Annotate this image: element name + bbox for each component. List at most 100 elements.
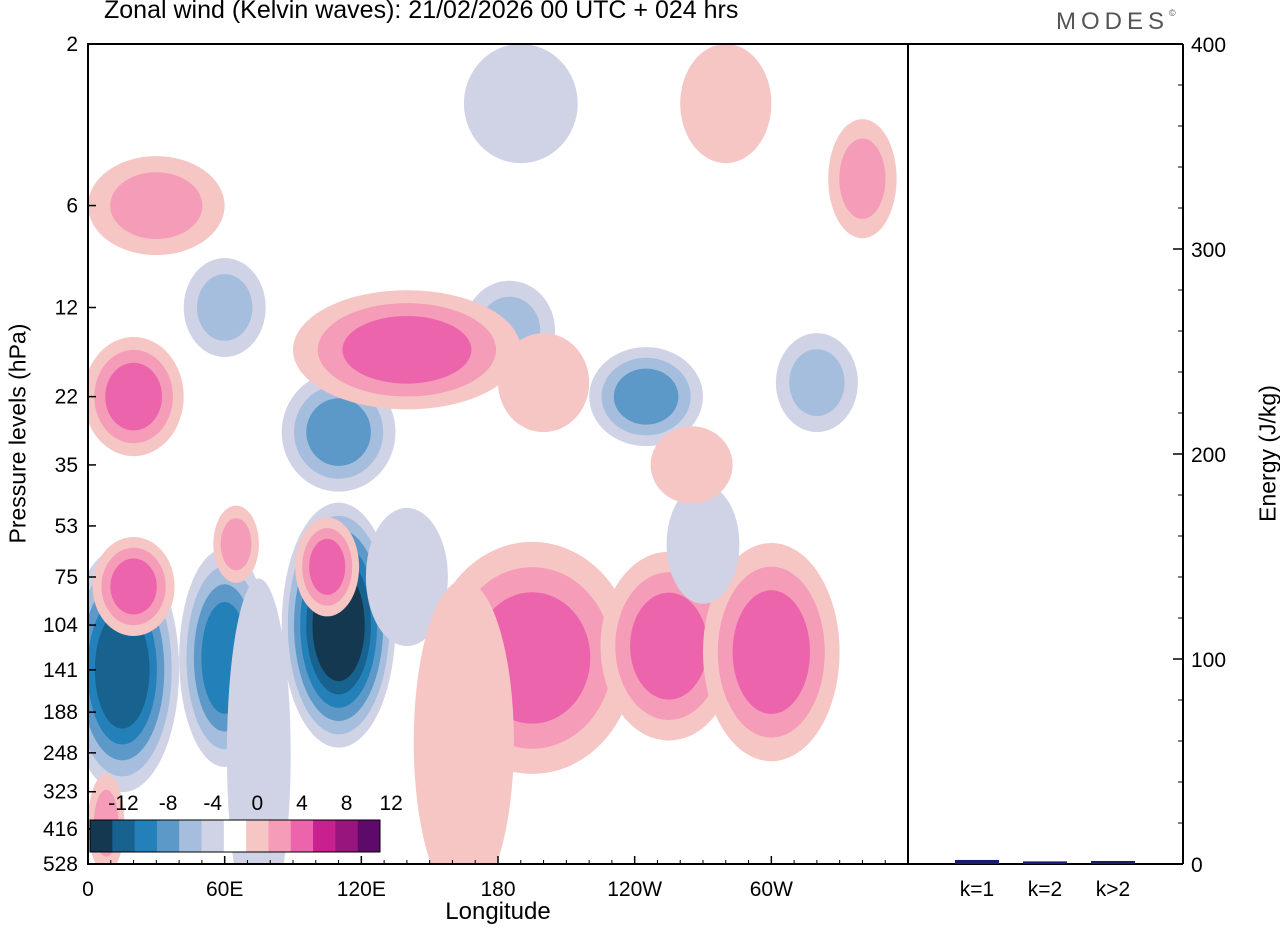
colorbar-frame — [89, 819, 381, 853]
colorbar-swatch — [223, 820, 247, 852]
field-contour — [342, 316, 472, 384]
energy-bar — [1023, 861, 1067, 864]
x-tick-label: 180 — [480, 878, 515, 901]
colorbar-label: 8 — [341, 792, 353, 815]
field-blob — [775, 333, 858, 433]
y-tick-label: 35 — [55, 454, 78, 477]
field-contour — [94, 611, 150, 729]
colorbar: -12 -8 -4 0 4 8 12 — [89, 792, 403, 853]
colorbar-swatch — [112, 820, 136, 852]
field-blob — [680, 44, 772, 164]
colorbar-swatch — [90, 820, 113, 852]
field-contour — [650, 426, 733, 504]
colorbar-label: 0 — [251, 792, 263, 815]
brand-mark: © — [1169, 8, 1176, 18]
field-blob — [88, 156, 225, 256]
energy-category-label: k=2 — [1028, 878, 1062, 901]
y-tick-label: 22 — [55, 386, 78, 409]
energy-tick-label: 300 — [1191, 239, 1226, 262]
field-blob — [293, 290, 521, 410]
field-contour — [680, 44, 772, 164]
energy-bar — [955, 859, 999, 864]
y-tick-label: 188 — [43, 701, 78, 724]
colorbar-swatch — [156, 820, 180, 852]
brand-text: MODES — [1056, 8, 1170, 35]
field-contour — [105, 362, 162, 431]
energy-panel: 0 100 200 300 400 k=1 k=2 k>2 — [955, 34, 1226, 901]
field-contour — [613, 368, 679, 425]
field-blob — [589, 347, 703, 447]
field-contour — [197, 274, 253, 341]
y-tick-label: 248 — [43, 742, 78, 765]
colorbar-swatch — [313, 820, 336, 852]
x-axis-label: Longitude — [445, 898, 551, 925]
field-contour — [413, 580, 514, 864]
energy-tick-label: 0 — [1191, 854, 1203, 877]
field-contour — [666, 484, 740, 604]
y-tick-label: 75 — [55, 566, 78, 589]
field-blob — [828, 119, 897, 239]
energy-category-label: k>2 — [1096, 878, 1130, 901]
y-tick-label: 104 — [43, 614, 78, 637]
y-tick-label: 12 — [55, 296, 78, 319]
field-contour — [309, 538, 346, 595]
field-contour — [630, 592, 708, 700]
field-blob — [413, 580, 514, 864]
x-tick-label: 120E — [337, 878, 386, 901]
field-contour — [220, 518, 252, 571]
x-tick-label: 60W — [750, 878, 793, 901]
field-blob — [666, 484, 740, 604]
x-tick-label: 0 — [82, 878, 94, 901]
x-tick-label: 60E — [206, 878, 243, 901]
y-tick-label: 53 — [55, 515, 78, 538]
colorbar-label: 4 — [296, 792, 308, 815]
energy-tick-label: 200 — [1191, 444, 1226, 467]
field-blob — [183, 258, 266, 357]
field-contour — [110, 558, 157, 615]
colorbar-swatch — [290, 820, 314, 852]
field-contour — [839, 138, 886, 219]
y-tick-label: 416 — [43, 818, 78, 841]
field-blob — [463, 44, 578, 164]
field-contour — [306, 398, 371, 466]
x-tick-label: 120W — [607, 878, 662, 901]
colorbar-swatch — [201, 820, 225, 852]
colorbar-swatch — [246, 820, 269, 852]
energy-tick-label: 400 — [1191, 34, 1226, 57]
field-blob — [295, 517, 360, 617]
field-blob — [650, 426, 733, 504]
field-contour — [497, 333, 590, 433]
wind-field — [88, 44, 897, 864]
field-blob — [92, 537, 175, 636]
brand-logo: MODES© — [1056, 8, 1176, 36]
field-blob — [226, 578, 291, 864]
y-tick-label: 528 — [43, 853, 78, 876]
field-blob — [703, 543, 840, 762]
energy-tick-label: 100 — [1191, 649, 1226, 672]
colorbar-label: -4 — [203, 792, 222, 815]
energy-bar — [1091, 860, 1135, 864]
y-tick-label: 323 — [43, 781, 78, 804]
colorbar-swatch — [357, 820, 381, 852]
field-contour — [226, 578, 291, 864]
y-tick-label: 2 — [66, 33, 78, 56]
field-contour — [365, 507, 448, 647]
field-blob — [365, 507, 448, 647]
colorbar-label: -12 — [108, 792, 138, 815]
colorbar-swatch — [179, 820, 203, 852]
field-contour — [110, 172, 203, 240]
field-contour — [789, 349, 845, 416]
colorbar-label: 12 — [379, 792, 402, 815]
field-blob — [497, 333, 590, 433]
colorbar-swatch — [335, 820, 359, 852]
y-tick-label: 6 — [66, 195, 78, 218]
colorbar-swatch — [268, 820, 292, 852]
field-blob — [88, 337, 184, 457]
colorbar-swatch — [134, 820, 158, 852]
chart-title: Zonal wind (Kelvin waves): 21/02/2026 00… — [104, 0, 739, 24]
colorbar-label: -8 — [159, 792, 178, 815]
field-blob — [213, 505, 259, 583]
field-contour — [732, 590, 810, 714]
